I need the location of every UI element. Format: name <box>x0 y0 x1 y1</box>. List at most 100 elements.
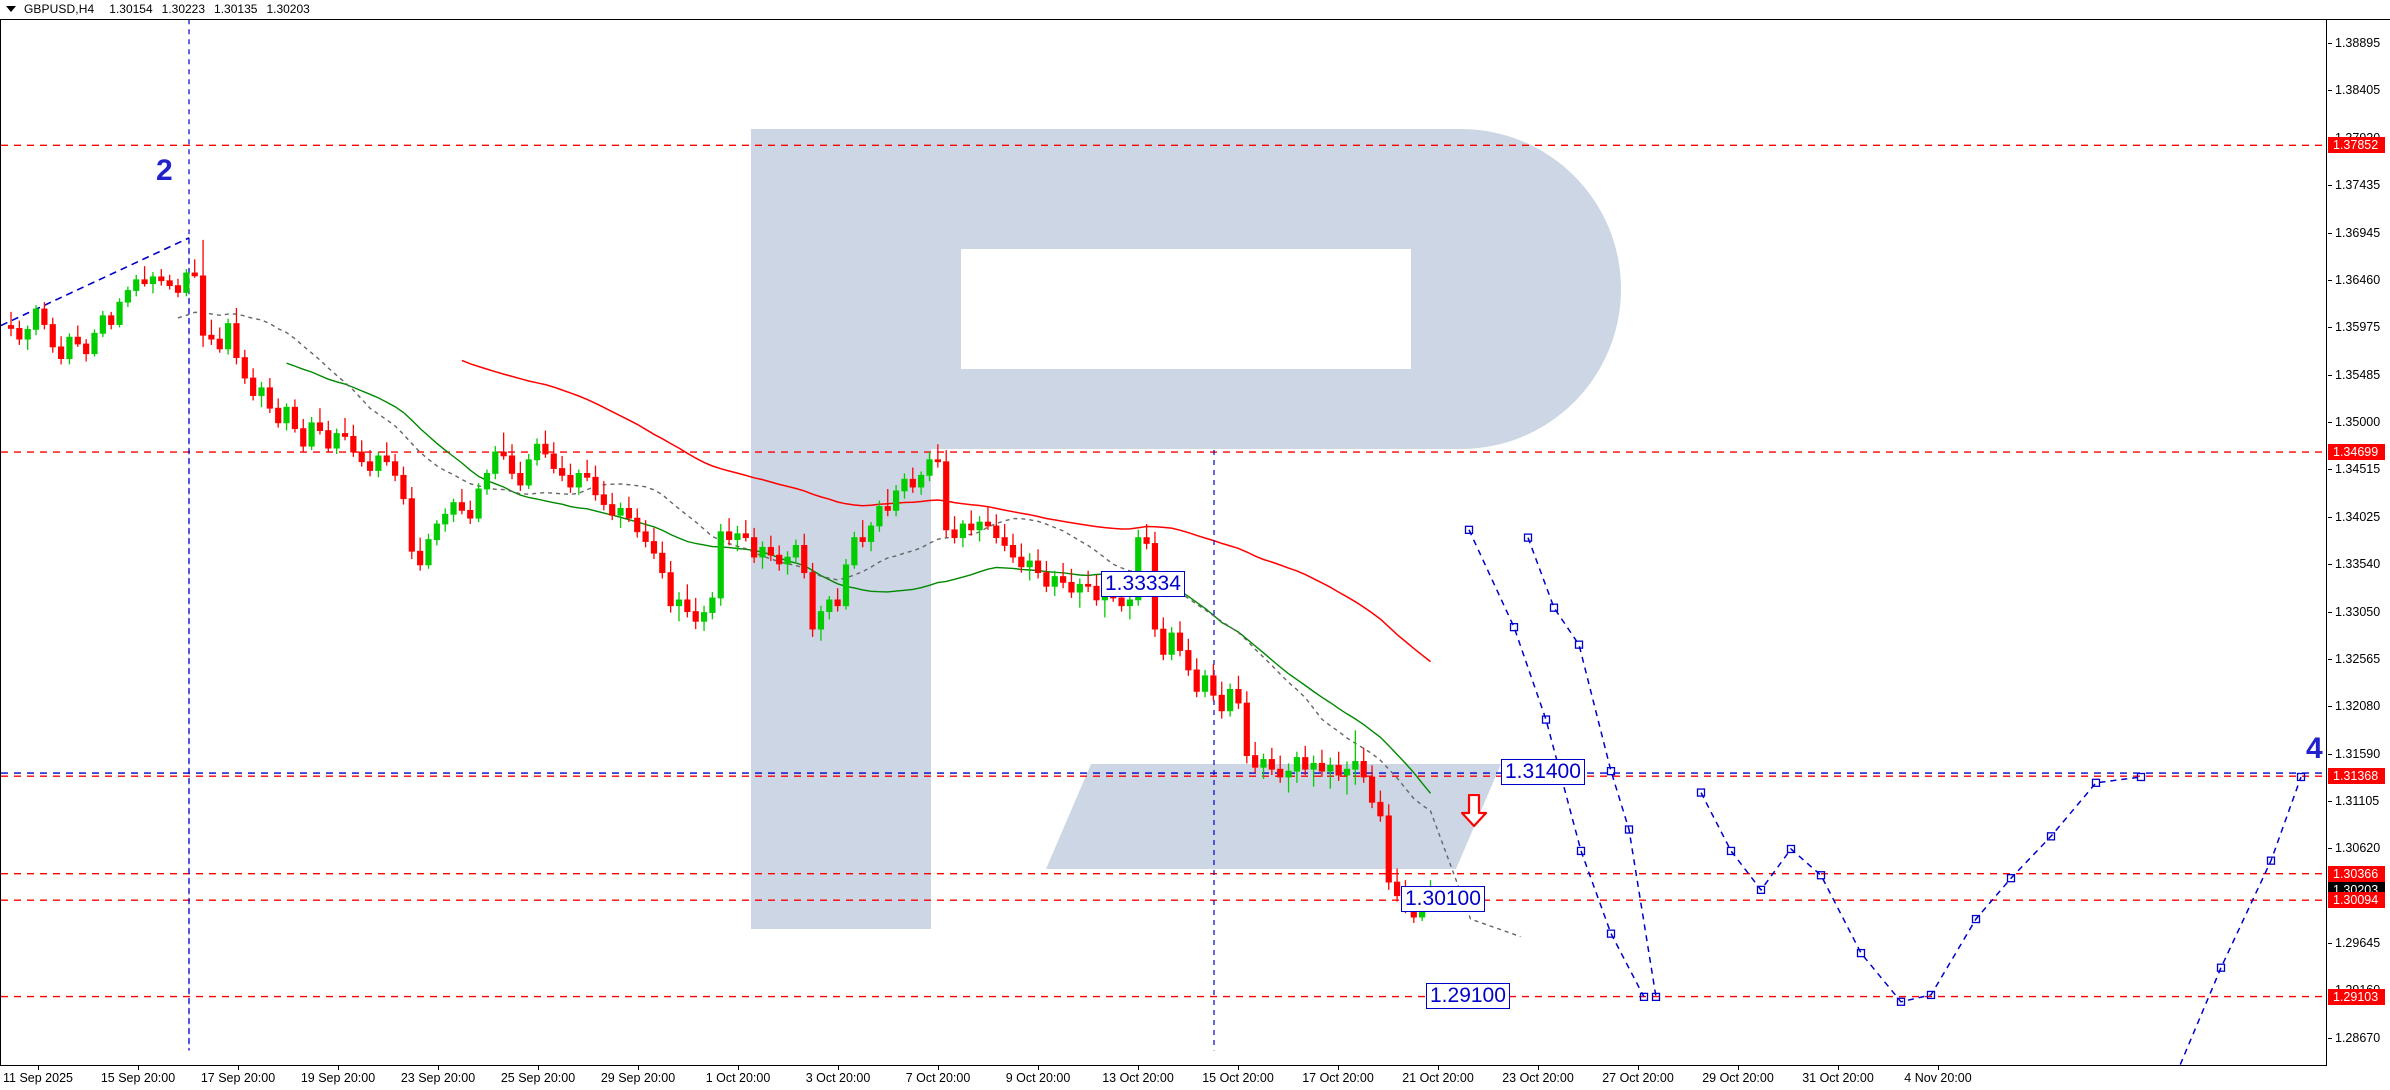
candle-body <box>408 498 415 552</box>
candle-body <box>241 357 248 379</box>
time-axis[interactable]: 11 Sep 2025 15 Sep 20:00 17 Sep 20:00 19 Se… <box>0 1065 2390 1090</box>
price-axis[interactable]: 1.388951.384051.379201.374351.369451.364… <box>2306 0 2390 1090</box>
time-tick-label: 9 Oct 20:00 <box>1005 1071 1071 1085</box>
forecast-node <box>1786 844 1796 854</box>
candle-body <box>1277 768 1284 778</box>
candle-body <box>1051 576 1058 587</box>
candle-body <box>391 461 399 476</box>
price-tick-label: 1.35975 <box>2335 319 2381 334</box>
candle-body <box>893 490 900 511</box>
candle-body <box>24 328 31 340</box>
candle-body <box>1034 560 1042 574</box>
tick-mark <box>2328 279 2332 281</box>
candle-body <box>625 508 633 519</box>
candle-body <box>450 502 457 515</box>
candle-body <box>166 280 173 287</box>
forecast-node <box>1549 603 1559 612</box>
price-tick-label: 1.35000 <box>2335 414 2381 429</box>
candle-body <box>909 478 916 488</box>
time-tick-mark <box>138 1065 139 1070</box>
price-tick-label: 1.34515 <box>2335 461 2381 476</box>
candle-body <box>667 572 674 607</box>
candle-body <box>358 451 365 463</box>
forecast-node <box>2091 778 2101 787</box>
candle-body <box>1009 545 1017 558</box>
candle-body <box>41 308 48 325</box>
forecast-node <box>1856 948 1866 958</box>
candle-body <box>1210 675 1217 696</box>
candle-body <box>884 506 891 511</box>
candle-body <box>876 506 883 527</box>
candle-body <box>984 521 992 527</box>
candle-body <box>316 422 324 431</box>
candle-body <box>742 533 749 539</box>
tick-mark <box>2328 1037 2332 1039</box>
candle-body <box>208 334 215 340</box>
candle-body <box>458 502 466 511</box>
time-tick-mark <box>838 1065 839 1070</box>
candle-body <box>1360 761 1367 778</box>
tick-mark <box>2328 563 2332 565</box>
time-tick-mark <box>1338 1065 1339 1070</box>
time-tick-mark <box>238 1065 239 1070</box>
candle-body <box>266 387 273 409</box>
candle-body <box>433 523 440 540</box>
target-price-label[interactable]: 1.33334 <box>1101 570 1185 597</box>
candle-body <box>968 523 975 531</box>
candle-body <box>726 531 733 540</box>
level-price-badge: 1.37852 <box>2328 137 2385 154</box>
candle-body <box>375 455 382 471</box>
price-tick-label: 1.30620 <box>2335 840 2381 855</box>
forecast-node <box>1756 885 1766 895</box>
candle-body <box>1302 757 1309 770</box>
candle-body <box>308 422 315 447</box>
price-tick-label: 1.32565 <box>2335 651 2381 666</box>
target-price-label[interactable]: 1.31400 <box>1501 759 1585 786</box>
candle-body <box>1201 675 1209 692</box>
level-price-badge: 1.29103 <box>2328 988 2385 1005</box>
candle-body <box>158 276 165 282</box>
candle-body <box>83 343 90 355</box>
candle-body <box>592 476 599 496</box>
price-tick-label: 1.34025 <box>2335 509 2381 524</box>
candle-body <box>943 461 950 531</box>
forecast-node <box>2266 856 2276 865</box>
candle-body <box>400 474 407 500</box>
time-tick-label: 3 Oct 20:00 <box>805 1071 871 1085</box>
tick-mark <box>2328 42 2332 44</box>
candle-body <box>216 338 223 350</box>
price-tick-label: 1.32080 <box>2335 698 2381 713</box>
wave-label-4: 4 <box>2306 731 2323 765</box>
target-price-label[interactable]: 1.30100 <box>1401 885 1485 912</box>
candle-body <box>993 525 1000 539</box>
candle-body <box>976 521 983 531</box>
candle-body <box>99 315 106 334</box>
price-tick-label: 1.35485 <box>2335 367 2381 382</box>
caret-down-icon[interactable] <box>6 6 16 12</box>
forecast-node <box>1696 788 1706 797</box>
candle-body <box>792 545 800 558</box>
candle-body <box>1085 583 1092 587</box>
candle-body <box>1168 632 1175 655</box>
candle-body <box>133 279 140 291</box>
symbol-label: GBPUSD,H4 <box>24 2 95 16</box>
price-tick-label: 1.38405 <box>2335 83 2381 98</box>
plot-frame <box>0 19 2327 1065</box>
tick-mark <box>2328 800 2332 802</box>
time-tick-label: 27 Oct 20:00 <box>1602 1071 1674 1085</box>
sell-arrow-icon <box>1461 793 1487 827</box>
candle-body <box>325 430 332 449</box>
forecast-node <box>1541 715 1551 724</box>
target-price-label[interactable]: 1.29100 <box>1426 982 1510 1009</box>
level-price-badge: 1.30094 <box>2328 892 2385 909</box>
candle-body <box>867 525 875 542</box>
candle-body <box>533 443 541 461</box>
level-price-badge: 1.34699 <box>2328 444 2385 461</box>
candle-body <box>659 552 666 574</box>
candle-body <box>525 459 532 486</box>
candle-body <box>191 272 198 277</box>
forecast-node <box>1639 992 1649 1002</box>
arrow-shape <box>1461 793 1487 827</box>
chart-plot-area[interactable]: 2 1.33334 1.31400 1.30100 1.29100 <box>1 19 2326 1065</box>
time-tick-label: 23 Oct 20:00 <box>1502 1071 1574 1085</box>
